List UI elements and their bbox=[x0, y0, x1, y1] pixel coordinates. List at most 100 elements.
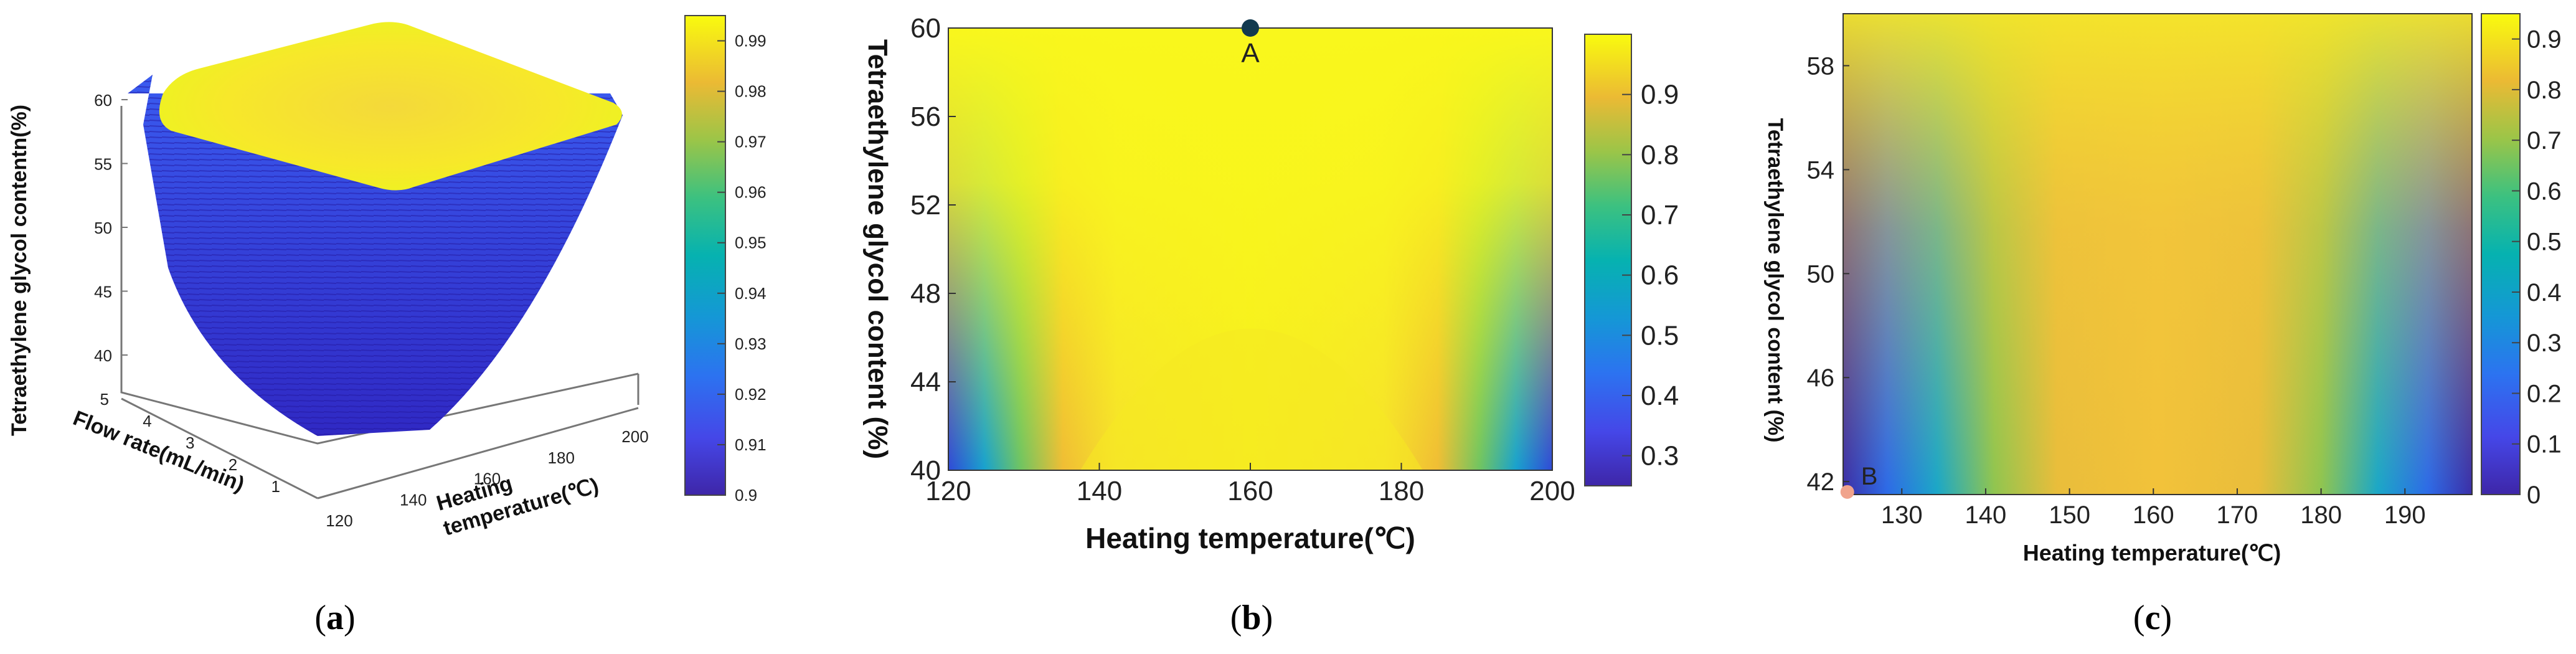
panel-b-colorbar bbox=[1584, 34, 1632, 486]
panel-a-x-tick-label: 180 bbox=[548, 448, 575, 467]
panel-b-colorbar-tick-label: 0.3 bbox=[1641, 441, 1679, 472]
panel-c-caption: (c) bbox=[2133, 599, 2172, 637]
panel-b-point-a-label: A bbox=[1241, 38, 1260, 69]
panel-b-colorbar-tick-label: 0.8 bbox=[1641, 140, 1679, 170]
panel-c-colorbar bbox=[2481, 13, 2521, 495]
panel-b-x-tick-label: 140 bbox=[1077, 476, 1122, 506]
panel-c-colorbar-ticks: 0 0.1 0.2 0.3 0.4 0.5 0.6 0.7 0.8 0.9 bbox=[2512, 26, 2562, 509]
panel-c-colorbar-tick-label: 0.2 bbox=[2527, 380, 2562, 407]
panel-b-y-label: Tetraethylene glycol content (%) bbox=[862, 39, 893, 459]
panel-a-y-ticks: 1 2 3 4 5 bbox=[100, 390, 280, 496]
panel-b-x-tick-label: 160 bbox=[1227, 476, 1273, 506]
panel-c-y-tick-label: 42 bbox=[1807, 468, 1835, 496]
panel-a-surface-stripes bbox=[128, 75, 623, 436]
panel-b-heatmap: 120 140 160 180 200 40 44 48 52 56 60 A Heating t… bbox=[862, 13, 1679, 637]
panel-c-x-tick-label: 190 bbox=[2384, 501, 2426, 529]
panel-a-caption: (a) bbox=[314, 599, 355, 637]
panel-b-colorbar-tick-label: 0.9 bbox=[1641, 80, 1679, 110]
panel-b-x-tick-label: 200 bbox=[1529, 476, 1575, 506]
panel-a-colorbar-tick-label: 0.98 bbox=[735, 82, 767, 101]
panel-b-x-tick-label: 180 bbox=[1379, 476, 1424, 506]
panel-a-x-tick-label: 120 bbox=[326, 511, 352, 530]
panel-a-y-tick-label: 5 bbox=[100, 390, 109, 409]
panel-a-z-label: Tetraethylene glycol contentn(%) bbox=[7, 105, 31, 436]
panel-c-colorbar-tick-label: 0.7 bbox=[2527, 127, 2562, 154]
panel-b-y-tick-label: 56 bbox=[910, 102, 941, 132]
panel-a-colorbar-tick-label: 0.91 bbox=[735, 435, 767, 454]
panel-a-colorbar-tick-label: 0.97 bbox=[735, 133, 767, 151]
panel-a-z-tick-label: 60 bbox=[94, 91, 112, 110]
panel-b-caption: (b) bbox=[1230, 599, 1273, 637]
panel-c-y-tick-label: 54 bbox=[1807, 156, 1835, 184]
panel-a-z-tick-label: 50 bbox=[94, 219, 112, 237]
panel-a-y-tick-label: 3 bbox=[186, 434, 194, 452]
panel-c-y-label: Tetraethylene glycol content (%) bbox=[1763, 118, 1787, 443]
panel-a-surface-top bbox=[159, 22, 622, 191]
panel-c-frame bbox=[1842, 13, 2473, 495]
panel-b-colorbar-ticks: 0.3 0.4 0.5 0.6 0.7 0.8 0.9 bbox=[1622, 80, 1679, 472]
panel-a-y-axis bbox=[121, 397, 318, 500]
panel-c-point-b-label: B bbox=[1861, 463, 1878, 490]
panel-a-colorbar-ticks: 0.9 0.91 0.92 0.93 0.94 0.95 0.96 0.97 0.98 0.99 bbox=[717, 32, 767, 505]
panel-a-colorbar-tick-label: 0.94 bbox=[735, 284, 767, 303]
panel-c-colorbar-tick-label: 0.1 bbox=[2527, 431, 2562, 458]
panel-b-x-tick-label: 120 bbox=[925, 476, 971, 506]
panel-a-x-ticks: 120 140 160 180 200 bbox=[326, 427, 648, 530]
panel-a-y-tick-label: 1 bbox=[271, 477, 280, 496]
panel-a-x-axis bbox=[317, 407, 639, 500]
panel-a-colorbar bbox=[684, 15, 726, 496]
panel-c-heatmap: 130 140 150 160 170 180 190 42 46 50 54 58 B Heati… bbox=[1763, 13, 2562, 637]
panel-a-y-tick-label: 4 bbox=[143, 412, 151, 430]
panel-c-x-ticks: 130 140 150 160 170 180 190 bbox=[1881, 488, 2426, 529]
panel-b-y-tick-label: 60 bbox=[910, 13, 941, 44]
panel-a-x-tick-label: 160 bbox=[474, 470, 501, 488]
panel-a-x-tick-label: 140 bbox=[400, 490, 427, 509]
panel-b-y-ticks: 40 44 48 52 56 60 bbox=[910, 13, 956, 486]
panel-b-point-a[interactable] bbox=[1242, 19, 1259, 37]
panel-c-colorbar-tick-label: 0.8 bbox=[2527, 77, 2562, 104]
panel-b-x-ticks: 120 140 160 180 200 bbox=[925, 463, 1575, 506]
panel-c-x-tick-label: 170 bbox=[2217, 501, 2258, 529]
panel-c-x-tick-label: 160 bbox=[2133, 501, 2174, 529]
panel-b-x-label: Heating temperature(℃) bbox=[1085, 522, 1415, 554]
panel-c-colorbar-tick-label: 0.3 bbox=[2527, 329, 2562, 357]
panel-a-y-label: Flow rate(mL/min) bbox=[70, 406, 248, 496]
panel-c-y-tick-label: 50 bbox=[1807, 260, 1835, 288]
panel-a-x-tick-label: 200 bbox=[621, 427, 648, 446]
panel-a-colorbar-tick-label: 0.95 bbox=[735, 234, 767, 252]
panel-c-point-b[interactable] bbox=[1840, 485, 1854, 499]
panel-b-y-tick-label: 48 bbox=[910, 278, 941, 309]
panel-a-colorbar-tick-label: 0.92 bbox=[735, 385, 767, 404]
panel-a-back-axis bbox=[120, 106, 639, 445]
panel-c-y-ticks: 42 46 50 54 58 bbox=[1807, 52, 1849, 496]
panel-a-colorbar-tick-label: 0.99 bbox=[735, 32, 767, 50]
panel-a-z-tick-label: 45 bbox=[94, 283, 112, 301]
panel-c-plot-fade bbox=[1843, 14, 2472, 495]
panel-b-colorbar-tick-label: 0.4 bbox=[1641, 381, 1679, 411]
panel-a-colorbar-tick-label: 0.96 bbox=[735, 183, 767, 202]
panel-b-y-tick-label: 40 bbox=[910, 455, 941, 486]
panel-c-x-tick-label: 150 bbox=[2049, 501, 2090, 529]
panel-a-colorbar-tick-label: 0.9 bbox=[735, 486, 757, 505]
panel-b-colorbar-tick-label: 0.5 bbox=[1641, 320, 1679, 351]
panel-b-y-tick-label: 52 bbox=[910, 190, 941, 220]
panel-b-colorbar-tick-label: 0.7 bbox=[1641, 200, 1679, 230]
panel-c-colorbar-tick-label: 0.6 bbox=[2527, 178, 2562, 205]
panel-c-x-tick-label: 140 bbox=[1965, 501, 2007, 529]
panel-a-y-tick-label: 2 bbox=[229, 455, 237, 474]
panel-c-colorbar-tick-label: 0.9 bbox=[2527, 26, 2562, 54]
panel-a-z-ticks: 40 45 50 55 60 bbox=[94, 91, 128, 365]
panel-c-x-tick-label: 180 bbox=[2300, 501, 2342, 529]
panel-b-center-region bbox=[1080, 328, 1423, 470]
panel-a-colorbar-tick-label: 0.93 bbox=[735, 334, 767, 353]
panel-a-z-tick-label: 40 bbox=[94, 346, 112, 365]
panel-a-z-tick-label: 55 bbox=[94, 155, 112, 174]
panel-c-colorbar-tick-label: 0.4 bbox=[2527, 279, 2562, 306]
panel-c-x-label: Heating temperature(℃) bbox=[2023, 540, 2281, 566]
panel-b-colorbar-tick-label: 0.6 bbox=[1641, 260, 1679, 291]
panel-c-y-tick-label: 58 bbox=[1807, 52, 1835, 80]
panel-c-y-tick-label: 46 bbox=[1807, 364, 1835, 392]
panel-b-y-tick-label: 44 bbox=[910, 367, 941, 397]
